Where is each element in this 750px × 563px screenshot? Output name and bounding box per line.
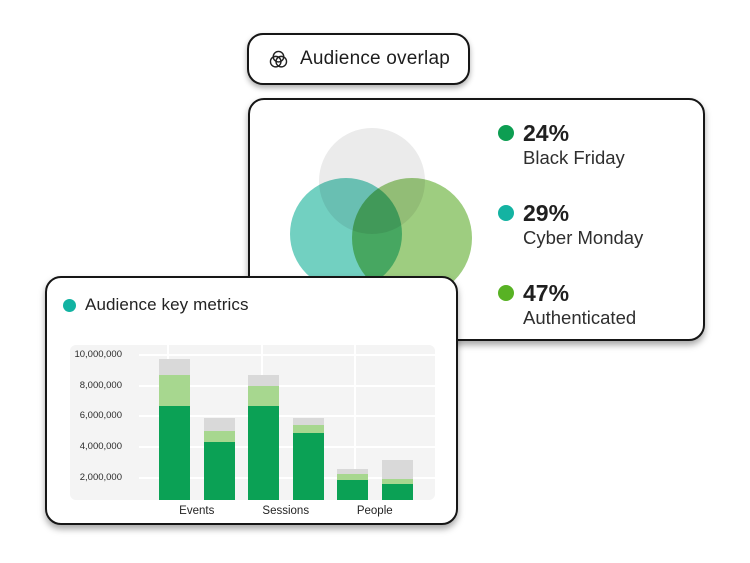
legend-label: Black Friday [523,147,625,168]
bar-segment-middle-light-green [203,431,235,442]
legend-dot [498,205,514,221]
x-category-label: People [356,505,393,517]
badge-label: Audience overlap [299,48,450,69]
x-category-label: Events [179,505,215,517]
legend-dot [498,125,514,141]
y-gridline [139,354,435,357]
bar-segment-bottom-green [248,406,279,500]
venn-diagram [250,100,703,339]
bar-segment-middle-light-green [248,386,279,407]
y-gridline [139,446,435,449]
metrics-title-row: Audience key metrics [63,295,249,315]
bar-segment-bottom-green [337,479,368,500]
metrics-title-dot [63,298,76,312]
bar-segment-bottom-green [159,406,190,500]
y-tick-label: 2,000,000 [79,471,122,483]
bar-segment-top-gray [203,418,235,432]
bar-segment-top-gray [381,460,413,479]
bar-segment-top-gray [248,374,279,387]
legend-item: 29% Cyber Monday [498,200,643,250]
legend-value: 47% [523,280,570,306]
legend-label: Cyber Monday [523,227,644,248]
bar-segment-bottom-green [381,484,413,500]
audience-key-metrics-card: Audience key metrics 2,000,000 4,000,000 6… [45,276,458,525]
y-tick-label: 6,000,000 [79,410,122,422]
legend-value: 29% [523,200,570,226]
bar-segment-middle-light-green [337,474,368,480]
bar-segment-top-gray [337,468,368,475]
audience-overlap-card: 24% Black Friday 29% Cyber Monday 47% Authent… [248,98,705,341]
bar-segment-middle-light-green [292,425,324,434]
overlap-legend: 24% Black Friday 29% Cyber Monday 47% Authent… [498,120,643,330]
bar-segment-bottom-green [292,433,324,500]
x-gridline [354,345,356,500]
y-gridline [139,476,435,479]
bar-segment-top-gray [159,358,190,376]
y-tick-label: 4,000,000 [79,441,122,453]
y-tick-label: 8,000,000 [79,379,122,391]
bar-segment-bottom-green [203,441,235,500]
legend-label: Authenticated [523,307,637,328]
legend-item: 47% Authenticated [498,280,643,330]
y-tick-label: 10,000,000 [74,349,122,361]
bar-segment-top-gray [292,418,324,426]
metrics-card-title: Audience key metrics [85,295,249,314]
x-category-label: Sessions [262,505,310,517]
bar-segment-middle-light-green [159,375,190,407]
bar-segment-middle-light-green [381,478,413,485]
legend-item: 24% Black Friday [498,120,643,170]
audience-overlap-badge[interactable]: Audience overlap [247,33,470,85]
legend-dot [498,285,514,301]
x-axis-labels: Events Sessions People [70,505,435,521]
stacked-bar-chart: 2,000,000 4,000,000 6,000,000 8,000,000 10,0… [70,345,435,500]
legend-value: 24% [523,120,570,146]
y-gridline [139,384,435,387]
y-gridline [139,415,435,418]
venn-overlap-icon [269,50,288,68]
